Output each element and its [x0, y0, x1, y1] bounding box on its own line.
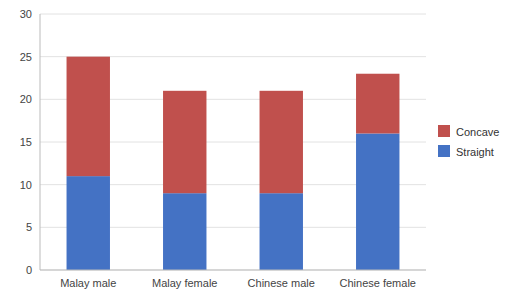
legend-label: Concave [456, 126, 499, 138]
grid-line [40, 270, 426, 271]
y-tick-label: 5 [26, 221, 32, 233]
chart: 0 5 10 15 20 25 30 Malay male Malay female Chines… [0, 0, 524, 300]
x-tick-label: Malay male [60, 277, 116, 289]
bar-segment [260, 91, 303, 193]
y-tick-label: 30 [20, 8, 32, 20]
y-tick-label: 25 [20, 51, 32, 63]
grid-line [40, 14, 426, 15]
x-tick-label: Chinese female [340, 277, 416, 289]
legend-swatch [438, 125, 450, 137]
bar-segment [356, 74, 399, 134]
x-tick-label: Chinese male [248, 277, 315, 289]
legend-swatch [438, 145, 450, 157]
bar-segment [163, 193, 206, 270]
grid [40, 14, 426, 270]
y-axis-line [40, 14, 41, 270]
x-axis-line [40, 270, 426, 271]
bar-segment [260, 193, 303, 270]
y-tick-label: 15 [20, 136, 32, 148]
y-tick-label: 0 [26, 264, 32, 276]
x-tick-label: Malay female [152, 277, 217, 289]
legend: Concave Straight [438, 125, 499, 158]
legend-label: Straight [456, 146, 494, 158]
bars [67, 57, 400, 270]
y-tick-label: 20 [20, 93, 32, 105]
bar-segment [67, 176, 110, 270]
bar-segment [356, 133, 399, 270]
y-tick-label: 10 [20, 179, 32, 191]
bar-segment [67, 57, 110, 176]
bar-segment [163, 91, 206, 193]
